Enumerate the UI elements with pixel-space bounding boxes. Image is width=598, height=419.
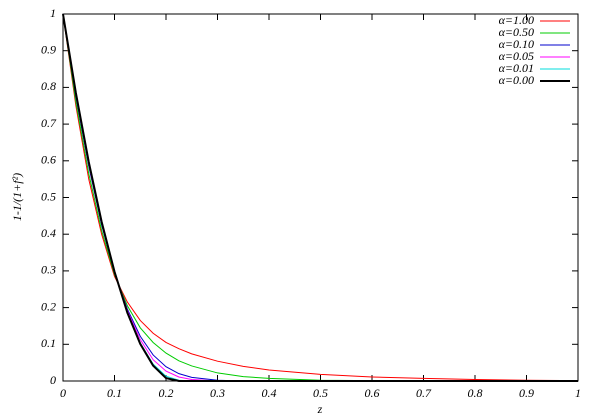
- x-tick-label: 0.7: [416, 386, 432, 400]
- y-tick-label: 0.6: [41, 153, 56, 167]
- y-tick-label: 0: [50, 373, 56, 387]
- x-tick-label: 0.1: [107, 386, 122, 400]
- y-tick-label: 0.7: [41, 116, 57, 130]
- x-tick-label: 0.6: [365, 386, 380, 400]
- legend-label: α=0.10: [499, 37, 534, 51]
- legend-label: α=1.00: [499, 13, 534, 27]
- y-tick-label: 1: [50, 6, 56, 20]
- y-tick-label: 0.8: [41, 79, 56, 93]
- y-tick-label: 0.4: [41, 226, 56, 240]
- y-axis-label: 1-1/(1+f²): [10, 173, 24, 221]
- x-tick-label: 0.4: [262, 386, 277, 400]
- y-tick-label: 0.5: [41, 189, 56, 203]
- y-tick-label: 0.9: [41, 42, 56, 56]
- y-tick-label: 0.3: [41, 263, 56, 277]
- x-tick-label: 0.3: [210, 386, 225, 400]
- x-tick-label: 0.9: [519, 386, 534, 400]
- series-line: [62, 13, 578, 382]
- legend-label: α=0.00: [499, 73, 534, 87]
- x-tick-label: 0.5: [313, 386, 328, 400]
- y-tick-label: 0.1: [41, 336, 56, 350]
- x-tick-label: 0: [60, 386, 66, 400]
- x-tick-label: 1: [575, 386, 581, 400]
- x-axis-label: z: [317, 402, 323, 416]
- x-tick-label: 0.2: [159, 386, 174, 400]
- legend-label: α=0.50: [499, 25, 534, 39]
- y-tick-label: 0.2: [41, 299, 56, 313]
- legend-label: α=0.01: [499, 61, 534, 75]
- legend-label: α=0.05: [499, 49, 534, 63]
- series-line: [62, 13, 579, 382]
- x-tick-label: 0.8: [468, 386, 483, 400]
